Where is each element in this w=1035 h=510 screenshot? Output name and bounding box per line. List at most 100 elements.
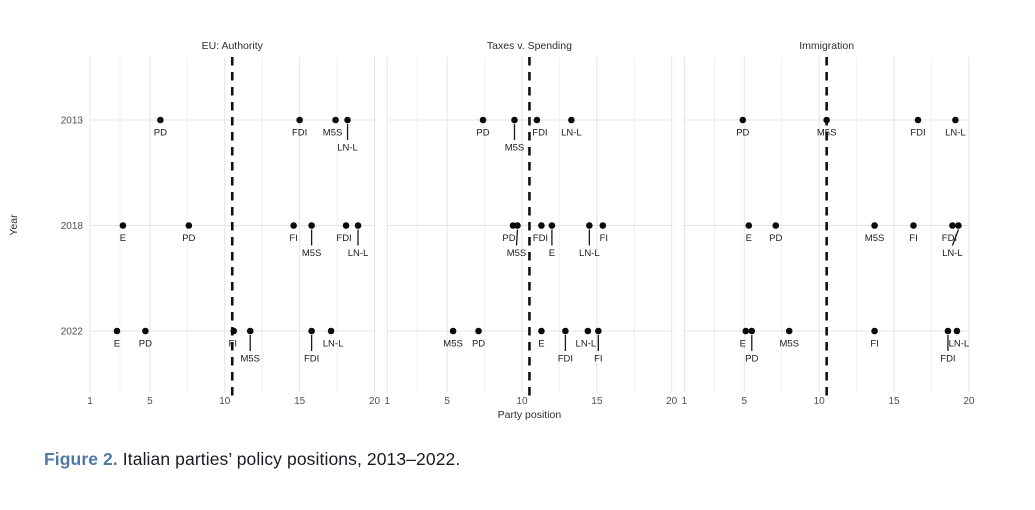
party-label-fi-2018: FI xyxy=(600,233,608,244)
data-point-m5s-2013 xyxy=(511,116,518,124)
party-label-e-2018: E xyxy=(549,248,555,259)
x-tick-label: 5 xyxy=(742,396,748,407)
party-label-ln-l-2013: LN-L xyxy=(561,128,582,139)
data-point-fdi-2013 xyxy=(296,116,303,124)
data-point-e-2018 xyxy=(119,222,127,229)
x-tick-label: 20 xyxy=(963,396,975,407)
party-label-e-2022: E xyxy=(114,339,120,350)
data-point-ln-l-2013 xyxy=(344,116,351,124)
data-point-ln-l-2022 xyxy=(327,327,335,335)
x-tick-label: 1 xyxy=(682,396,688,407)
party-label-fdi-2018: FDI xyxy=(336,233,351,244)
data-point-pd-2018 xyxy=(185,222,193,229)
party-label-fdi-2022: FDI xyxy=(940,354,955,365)
data-point-fi-2022 xyxy=(595,327,602,335)
party-label-ln-l-2018: LN-L xyxy=(942,248,963,259)
data-point-ln-l-2018 xyxy=(586,222,593,229)
y-tick-label-2013: 2013 xyxy=(61,116,84,127)
y-tick-label-2018: 2018 xyxy=(61,221,84,232)
party-label-pd-2022: PD xyxy=(139,339,152,350)
x-axis-title: Party position xyxy=(498,409,562,421)
data-point-e-2022 xyxy=(113,327,121,335)
data-point-m5s-2022 xyxy=(246,327,254,335)
party-label-pd-2022: PD xyxy=(472,339,485,350)
figure-caption-text: Italian parties’ policy positions, 2013–… xyxy=(117,449,461,469)
data-point-fi-2018 xyxy=(290,222,297,229)
party-label-e-2022: E xyxy=(538,339,544,350)
party-label-ln-l-2022: LN-L xyxy=(576,339,597,350)
data-point-pd-2013 xyxy=(739,116,747,124)
x-tick-label: 20 xyxy=(666,396,678,407)
party-label-fi-2018: FI xyxy=(909,233,917,244)
data-point-pd-2018 xyxy=(772,222,780,229)
x-tick-label: 1 xyxy=(87,396,93,407)
party-label-pd-2013: PD xyxy=(736,128,749,139)
party-label-m5s-2013: M5S xyxy=(323,128,343,139)
data-point-e-2022 xyxy=(538,327,545,335)
data-point-pd-2022 xyxy=(475,327,482,335)
data-point-m5s-2018 xyxy=(514,222,521,229)
party-label-ln-l-2022: LN-L xyxy=(323,339,344,350)
party-label-m5s-2018: M5S xyxy=(865,233,885,244)
figure-caption: Figure 2. Italian parties’ policy positi… xyxy=(44,449,460,470)
y-axis-title: Year xyxy=(8,214,20,236)
party-label-fdi-2022: FDI xyxy=(558,354,573,365)
x-tick-label: 5 xyxy=(444,396,450,407)
label-leader-line xyxy=(515,229,519,246)
x-tick-label: 15 xyxy=(591,396,603,407)
party-label-m5s-2022: M5S xyxy=(779,339,799,350)
data-point-ln-l-2022 xyxy=(584,327,592,335)
data-point-ln-l-2018 xyxy=(354,222,362,229)
party-label-pd-2018: PD xyxy=(182,233,195,244)
data-point-fdi-2022 xyxy=(308,327,315,335)
party-label-e-2018: E xyxy=(120,233,126,244)
data-point-fi-2022 xyxy=(230,327,238,335)
data-point-pd-2013 xyxy=(479,116,487,124)
data-point-m5s-2018 xyxy=(308,222,315,229)
party-label-e-2018: E xyxy=(746,233,752,244)
party-label-ln-l-2013: LN-L xyxy=(945,128,966,139)
data-point-fdi-2022 xyxy=(562,327,569,335)
data-point-pd-2022 xyxy=(748,327,756,335)
party-label-m5s-2022: M5S xyxy=(240,354,260,365)
data-point-fi-2022 xyxy=(871,327,878,335)
data-point-fdi-2022 xyxy=(944,327,952,335)
party-label-pd-2022: PD xyxy=(745,354,758,365)
x-tick-label: 15 xyxy=(888,396,900,407)
y-tick-label-2022: 2022 xyxy=(61,327,84,338)
data-point-m5s-2013 xyxy=(823,116,830,124)
party-label-pd-2013: PD xyxy=(154,128,167,139)
party-label-ln-l-2018: LN-L xyxy=(579,248,600,259)
party-label-fdi-2018: FDI xyxy=(942,233,957,244)
party-label-m5s-2018: M5S xyxy=(507,248,527,259)
data-point-fi-2018 xyxy=(910,222,917,229)
facet-title: EU: Authority xyxy=(202,40,264,52)
party-label-fi-2022: FI xyxy=(870,339,878,350)
x-tick-label: 5 xyxy=(147,396,153,407)
x-tick-label: 10 xyxy=(814,396,826,407)
data-point-pd-2013 xyxy=(157,116,164,124)
figure-caption-label: Figure 2. xyxy=(44,449,118,469)
data-point-ln-l-2018 xyxy=(955,222,962,229)
party-label-m5s-2022: M5S xyxy=(443,339,463,350)
data-point-ln-l-2013 xyxy=(568,116,575,124)
party-label-m5s-2013: M5S xyxy=(817,128,837,139)
party-label-ln-l-2022: LN-L xyxy=(949,339,970,350)
data-point-fi-2018 xyxy=(599,222,607,229)
party-label-pd-2018: PD xyxy=(502,233,515,244)
data-point-fdi-2013 xyxy=(533,116,541,124)
x-tick-label: 15 xyxy=(294,396,306,407)
data-point-fdi-2018 xyxy=(949,222,956,229)
policy-positions-figure: EU: Authority 1 5 10 15 20 PD FDI M5S LN-L E PD FI M5… xyxy=(8,40,975,421)
party-label-fdi-2013: FDI xyxy=(532,128,547,139)
party-label-m5s-2018: M5S xyxy=(302,248,322,259)
party-label-fdi-2013: FDI xyxy=(292,128,307,139)
party-label-e-2022: E xyxy=(740,339,746,350)
facet-title: Immigration xyxy=(799,40,854,52)
data-point-m5s-2018 xyxy=(871,222,878,229)
data-point-m5s-2013 xyxy=(332,116,339,124)
